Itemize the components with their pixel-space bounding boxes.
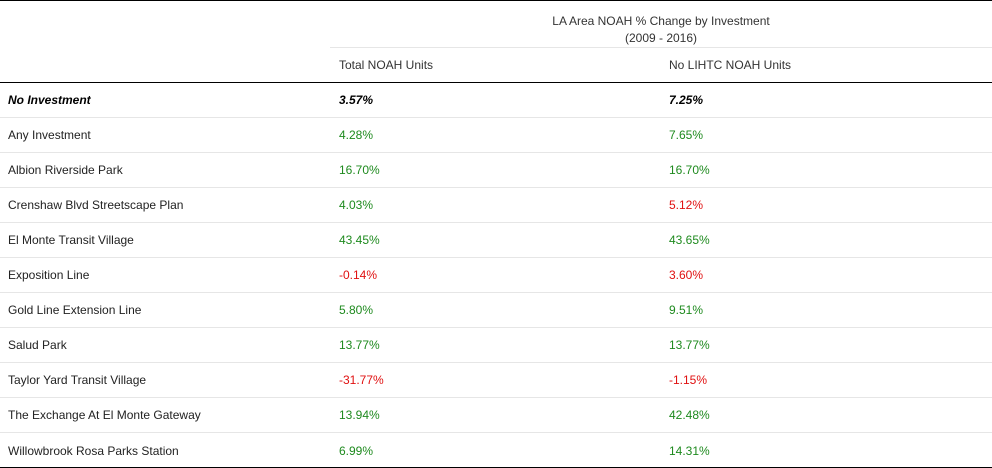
row-label: El Monte Transit Village [8, 233, 134, 247]
row-total-noah-value: 43.45% [339, 233, 380, 247]
table-row: El Monte Transit Village 43.45% 43.65% [0, 223, 992, 258]
row-total-noah-value: 5.80% [339, 303, 374, 317]
row-no-lihtc-value: 42.48% [669, 408, 710, 422]
row-label: The Exchange At El Monte Gateway [8, 408, 201, 422]
row-label: Any Investment [8, 128, 91, 142]
table-row: Crenshaw Blvd Streetscape Plan 4.03% 5.1… [0, 188, 992, 223]
table-row: No Investment 3.57% 7.25% [0, 83, 992, 118]
row-no-lihtc-value: 7.25% [669, 93, 704, 107]
row-total-noah-value: 13.77% [339, 338, 380, 352]
table-row: Any Investment 4.28% 7.65% [0, 118, 992, 153]
row-no-lihtc-value: -1.15% [669, 373, 708, 387]
row-no-lihtc-value: 3.60% [669, 268, 704, 282]
row-total-noah-value: 16.70% [339, 163, 380, 177]
column-header-no-lihtc-noah: No LIHTC NOAH Units [669, 58, 792, 72]
table-row: Albion Riverside Park 16.70% 16.70% [0, 153, 992, 188]
table-row: Gold Line Extension Line 5.80% 9.51% [0, 293, 992, 328]
row-label: Albion Riverside Park [8, 163, 123, 177]
row-label: Gold Line Extension Line [8, 303, 142, 317]
row-total-noah-value: 6.99% [339, 443, 374, 458]
row-total-noah-value: 13.94% [339, 408, 380, 422]
title-divider [330, 47, 992, 48]
table-body: No Investment 3.57% 7.25% Any Investment… [0, 83, 992, 468]
row-no-lihtc-value: 14.31% [669, 443, 710, 458]
table-title: LA Area NOAH % Change by Investment (200… [330, 1, 992, 47]
column-header-total-noah: Total NOAH Units [339, 58, 434, 72]
row-no-lihtc-value: 43.65% [669, 233, 710, 247]
row-label: No Investment [8, 93, 91, 107]
row-label: Willowbrook Rosa Parks Station [8, 443, 179, 458]
row-no-lihtc-value: 13.77% [669, 338, 710, 352]
row-no-lihtc-value: 9.51% [669, 303, 704, 317]
row-label: Taylor Yard Transit Village [8, 373, 147, 387]
row-label: Exposition Line [8, 268, 90, 282]
column-header-row: Total NOAH Units No LIHTC NOAH Units [0, 48, 992, 83]
row-no-lihtc-value: 7.65% [669, 128, 704, 142]
table-row: Salud Park 13.77% 13.77% [0, 328, 992, 363]
row-total-noah-value: 4.03% [339, 198, 374, 212]
row-no-lihtc-value: 16.70% [669, 163, 710, 177]
row-no-lihtc-value: 5.12% [669, 198, 704, 212]
row-total-noah-value: -0.14% [339, 268, 378, 282]
table-row: Taylor Yard Transit Village -31.77% -1.1… [0, 363, 992, 398]
table-title-line2: (2009 - 2016) [624, 31, 698, 45]
table-row: Exposition Line -0.14% 3.60% [0, 258, 992, 293]
table-row: Willowbrook Rosa Parks Station 6.99% 14.… [0, 433, 992, 468]
row-total-noah-value: -31.77% [339, 373, 384, 387]
table-row: The Exchange At El Monte Gateway 13.94% … [0, 398, 992, 433]
row-label: Salud Park [8, 338, 67, 352]
row-label: Crenshaw Blvd Streetscape Plan [8, 198, 184, 212]
row-total-noah-value: 3.57% [339, 93, 374, 107]
table-title-line1: LA Area NOAH % Change by Investment [552, 14, 770, 28]
row-total-noah-value: 4.28% [339, 128, 374, 142]
